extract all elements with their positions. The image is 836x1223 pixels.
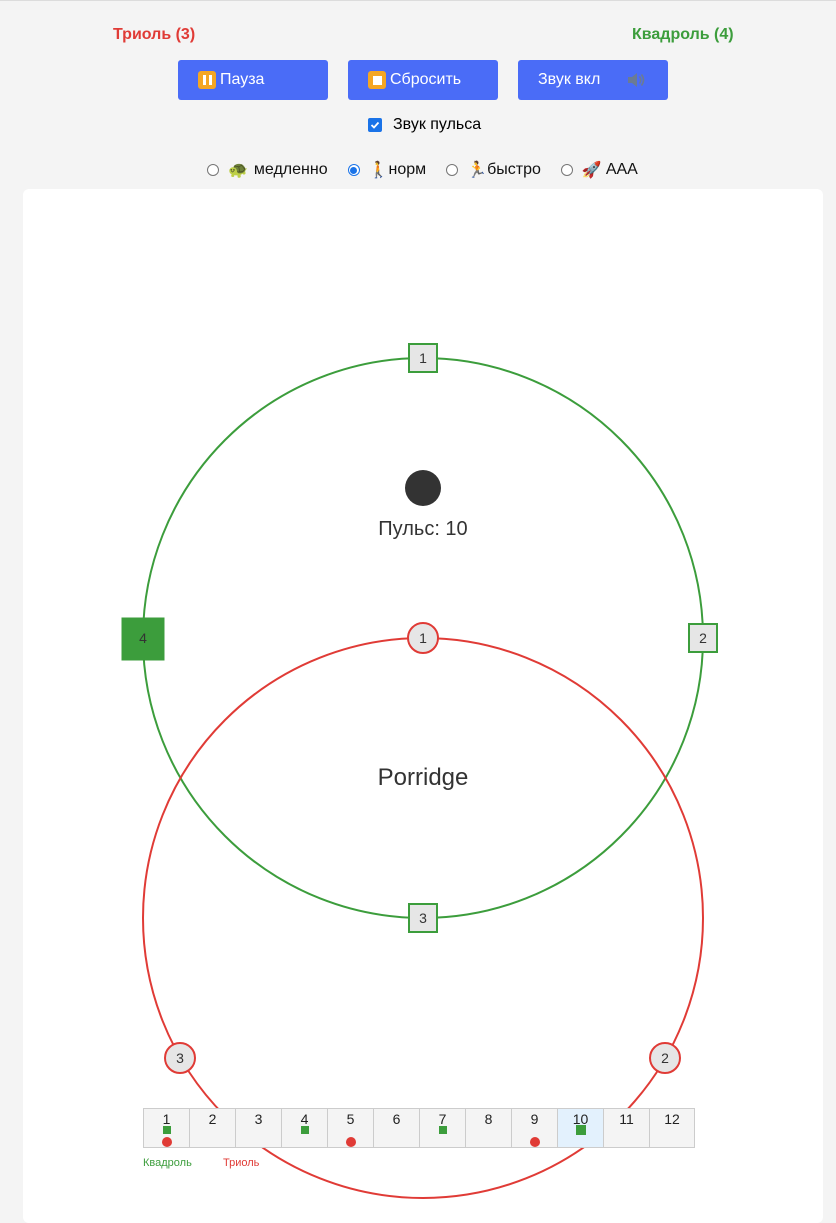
speed-radio-fast[interactable] <box>446 164 459 176</box>
speed-label-normal: норм <box>388 161 427 178</box>
triplet-marker-3-label: 3 <box>176 1050 184 1066</box>
beat-number: 6 <box>392 1111 401 1127</box>
triplet-marker-3: 3 <box>164 1042 196 1074</box>
beat-cell: 8 <box>465 1108 511 1148</box>
triplet-beat-mark <box>346 1137 356 1147</box>
top-border <box>0 0 836 1</box>
center-word: Porridge <box>378 764 469 791</box>
quad-marker-2: 2 <box>688 623 718 653</box>
quad-beat-mark <box>576 1125 586 1135</box>
triplet-marker-1: 1 <box>407 622 439 654</box>
quad-marker-1-label: 1 <box>419 350 427 366</box>
speed-selector: 🐢 медленно 🚶 норм 🏃 быстро 🚀 AAA <box>207 160 658 180</box>
beat-number: 3 <box>254 1111 263 1127</box>
speed-label-fast: быстро <box>487 161 541 178</box>
beat-cell: 7 <box>419 1108 465 1148</box>
rocket-icon: 🚀 <box>581 162 602 179</box>
beat-cell: 5 <box>327 1108 373 1148</box>
beat-cell: 4 <box>281 1108 327 1148</box>
pause-button[interactable]: Пауза <box>178 60 328 100</box>
speed-label-aaa: AAA <box>605 161 638 178</box>
quad-beat-mark <box>301 1126 309 1134</box>
beat-number: 7 <box>438 1111 447 1127</box>
triplet-marker-1-label: 1 <box>419 630 427 646</box>
reset-label: Сбросить <box>390 71 462 88</box>
beat-cell: 6 <box>373 1108 419 1148</box>
turtle-icon: 🐢 <box>228 162 248 179</box>
beat-grid: 1 2 3 4 5 6 7 8 9 10 11 12 <box>143 1108 695 1148</box>
quad-beat-mark <box>439 1126 447 1134</box>
speed-radio-normal[interactable] <box>347 164 360 176</box>
speed-label-slow: медленно <box>253 161 328 178</box>
speed-option-normal[interactable]: 🚶 норм <box>347 160 427 180</box>
beat-cell-active: 10 <box>557 1108 603 1148</box>
beat-number: 2 <box>208 1111 217 1127</box>
beat-number: 10 <box>572 1111 589 1127</box>
triplet-beat-mark <box>162 1137 172 1147</box>
pulse-sound-option[interactable]: Звук пульса <box>368 116 481 134</box>
quad-marker-3-label: 3 <box>419 910 427 926</box>
reset-button[interactable]: Сбросить <box>348 60 498 100</box>
quad-label: Квадроль (4) <box>632 26 734 43</box>
quad-marker-4-active: 4 <box>121 617 165 661</box>
beat-number: 12 <box>664 1111 680 1127</box>
pulse-sound-checkbox[interactable] <box>368 118 382 132</box>
beat-cell: 2 <box>189 1108 235 1148</box>
speed-option-aaa[interactable]: 🚀 AAA <box>560 160 638 180</box>
triplet-marker-2-label: 2 <box>661 1050 669 1066</box>
beat-number: 1 <box>162 1111 171 1127</box>
beat-cell: 12 <box>649 1108 695 1148</box>
beat-cell: 11 <box>603 1108 649 1148</box>
triplet-label: Триоль (3) <box>113 26 196 43</box>
pulse-readout: Пульс: 10 <box>378 518 467 540</box>
triplet-marker-2: 2 <box>649 1042 681 1074</box>
stop-icon <box>368 71 386 89</box>
beat-number: 4 <box>300 1111 309 1127</box>
triplet-beat-mark <box>530 1137 540 1147</box>
beat-number: 11 <box>619 1111 634 1127</box>
quad-marker-1: 1 <box>408 343 438 373</box>
speed-radio-slow[interactable] <box>207 164 219 176</box>
beat-cell: 3 <box>235 1108 281 1148</box>
pause-icon <box>198 71 216 89</box>
beat-number: 5 <box>346 1111 355 1127</box>
quad-marker-2-label: 2 <box>699 630 707 646</box>
pulse-dot <box>405 470 441 506</box>
speed-radio-aaa[interactable] <box>560 164 573 176</box>
beat-number: 9 <box>530 1111 539 1127</box>
speed-option-fast[interactable]: 🏃 быстро <box>446 160 541 180</box>
quad-beat-mark <box>163 1126 171 1134</box>
speaker-icon <box>626 70 646 95</box>
pause-label: Пауза <box>220 71 265 88</box>
pulse-sound-label: Звук пульса <box>393 116 482 133</box>
sound-label: Звук вкл <box>538 71 601 88</box>
beat-cell: 9 <box>511 1108 557 1148</box>
legend-triplet: Триоль <box>223 1157 260 1169</box>
beat-number: 8 <box>484 1111 493 1127</box>
speed-option-slow[interactable]: 🐢 медленно <box>207 160 328 180</box>
quad-marker-3: 3 <box>408 903 438 933</box>
walker-icon: 🚶 <box>368 162 389 179</box>
beat-cell: 1 <box>143 1108 189 1148</box>
runner-icon: 🏃 <box>467 162 488 179</box>
legend-quad: Квадроль <box>143 1157 192 1169</box>
sound-toggle-button[interactable]: Звук вкл <box>518 60 668 100</box>
quad-marker-4-label: 4 <box>139 630 147 646</box>
